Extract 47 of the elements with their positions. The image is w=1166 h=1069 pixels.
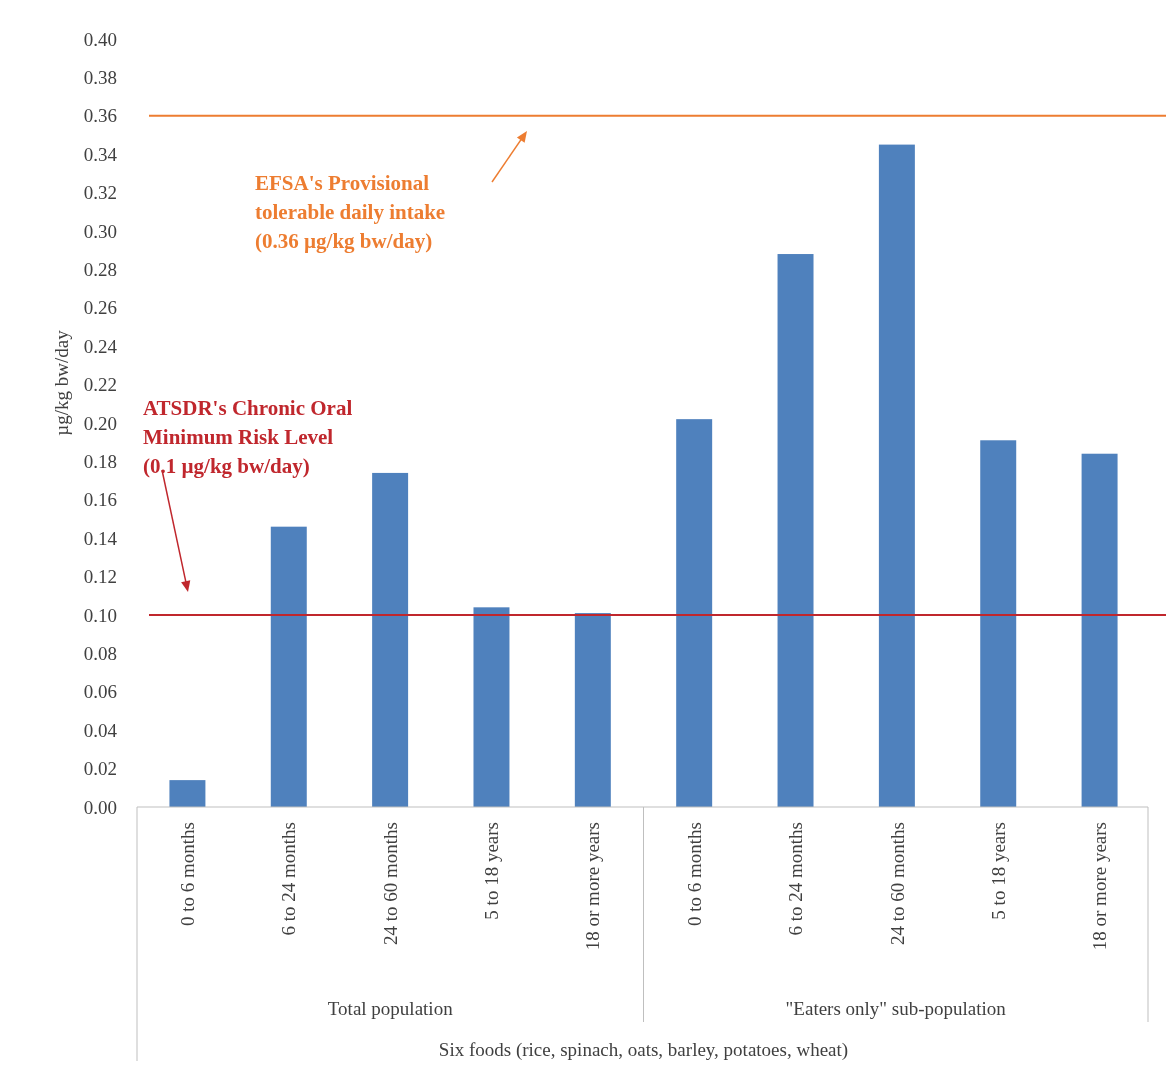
ref-line-label: EFSA's Provisional tolerable daily intake (0.36 µg/kg bw/day) (255, 171, 446, 253)
bar (777, 254, 814, 807)
y-tick-label: 0.06 (83, 681, 117, 703)
y-tick-label: 0.14 (83, 527, 118, 549)
text: Total population (327, 998, 454, 1019)
x-tick-label: 18 or more years (1089, 822, 1111, 951)
ref-line-label: ATSDR's Chronic Oral Minimum Risk Level (0.1 µg/kg bw/day) (143, 396, 353, 478)
bar (372, 472, 409, 807)
x-axis-title: Six foods (rice, spinach, oats, barley, potatoes, wheat) (438, 1039, 849, 1061)
bar (1081, 453, 1118, 807)
y-tick-label: 0.32 (83, 182, 117, 204)
y-tick-label: 0.40 (83, 28, 117, 50)
x-tick-label: 24 to 60 months (886, 822, 908, 945)
bar (878, 144, 915, 807)
bar (676, 419, 713, 807)
bar (270, 526, 307, 807)
bar (574, 613, 611, 807)
y-axis-title: µg/kg bw/day (51, 329, 72, 436)
y-tick-label: 0.36 (83, 105, 117, 127)
y-tick-label: 0.38 (83, 67, 117, 89)
x-tick-label: 5 to 18 years (987, 822, 1009, 920)
x-tick-label: 0 to 6 months (683, 822, 705, 926)
y-tick-label: 0.24 (83, 335, 118, 357)
bar (473, 607, 510, 807)
x-tick-label: 18 or more years (582, 822, 604, 951)
x-tick-label: 5 to 18 years (481, 822, 503, 920)
y-tick-label: 0.18 (83, 451, 117, 473)
y-tick-label: 0.22 (83, 374, 117, 396)
y-tick-label: 0.30 (83, 220, 117, 242)
x-tick-label: 6 to 24 months (785, 822, 807, 936)
x-tick-label: 24 to 60 months (379, 822, 401, 945)
x-tick-label: 6 to 24 months (278, 822, 300, 936)
y-tick-label: 0.16 (83, 489, 117, 511)
y-tick-label: 0.08 (83, 643, 117, 665)
x-tick-label: 0 to 6 months (177, 822, 199, 926)
y-tick-label: 0.12 (83, 566, 117, 588)
y-tick-label: 0.34 (83, 143, 118, 165)
y-tick-label: 0.28 (83, 259, 117, 281)
y-tick-label: 0.02 (83, 758, 117, 780)
text: "Eaters only" sub-population (785, 998, 1007, 1019)
bar (169, 780, 206, 807)
y-tick-label: 0.26 (83, 297, 117, 319)
y-tick-label: 0.04 (83, 719, 118, 741)
y-tick-label: 0.20 (83, 412, 117, 434)
y-tick-label: 0.10 (83, 604, 117, 626)
y-tick-label: 0.00 (83, 796, 117, 818)
bar (980, 440, 1017, 807)
